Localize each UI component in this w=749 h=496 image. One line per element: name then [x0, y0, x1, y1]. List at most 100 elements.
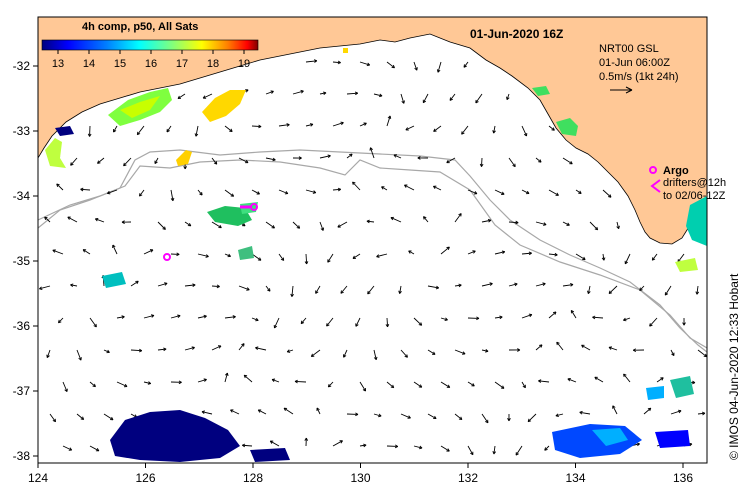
current-vector-head	[300, 320, 305, 325]
current-vector	[386, 115, 391, 127]
current-vector-head	[446, 246, 450, 251]
current-vector	[95, 218, 105, 223]
current-vector-head	[68, 447, 73, 451]
current-vector-head	[587, 290, 591, 294]
current-vector-head	[70, 162, 74, 166]
current-vector	[548, 311, 557, 319]
current-vector-head	[458, 416, 463, 421]
current-vector	[427, 285, 439, 289]
current-vector	[562, 284, 574, 287]
current-vector	[103, 413, 114, 421]
current-vector	[508, 157, 516, 167]
current-vector-head	[582, 256, 586, 261]
current-vector-head	[270, 90, 274, 94]
current-vector	[616, 221, 620, 229]
current-vector	[373, 413, 382, 417]
current-vector	[139, 189, 145, 197]
current-vector-head	[327, 383, 332, 388]
current-vector-head	[82, 249, 87, 253]
current-vector-head	[479, 163, 484, 167]
current-vector-head	[162, 226, 166, 230]
current-vector-head	[624, 260, 628, 265]
current-vector	[544, 445, 550, 451]
current-vector-head	[579, 410, 583, 415]
current-vector-head	[404, 184, 408, 188]
legend-ticks: 13 14 15 16 17 18 19	[52, 50, 250, 70]
sst-legend: 4h comp, p50, All Sats 13 14 15 16 17 18 19	[41, 21, 259, 70]
current-vector-head	[52, 418, 57, 423]
current-vector	[89, 317, 97, 328]
current-vector-head	[64, 388, 68, 392]
current-vector	[587, 285, 591, 294]
current-vector	[556, 341, 564, 351]
current-vector	[97, 157, 105, 164]
current-vector-head	[566, 222, 570, 226]
current-vector-head	[369, 147, 373, 151]
current-vector-head	[67, 216, 71, 220]
current-vector	[454, 213, 462, 223]
current-vector	[359, 381, 366, 392]
legend-tick-label: 19	[238, 58, 250, 70]
current-vector-head	[472, 250, 476, 254]
current-vector-head	[70, 283, 74, 288]
current-vector	[427, 413, 437, 420]
current-vector	[548, 125, 555, 131]
current-vector-head	[315, 290, 319, 294]
current-vector-head	[367, 290, 371, 295]
current-vector-head	[216, 284, 220, 289]
current-vector-head	[170, 197, 175, 202]
argo-label: Argo	[663, 165, 689, 177]
current-vector-head	[271, 378, 276, 382]
current-vector-head	[623, 373, 627, 378]
current-vector	[243, 374, 253, 383]
y-tick-label: -37	[13, 384, 31, 398]
current-vector-head	[671, 352, 675, 357]
current-vector-head	[616, 225, 620, 230]
current-vector-head	[407, 415, 411, 419]
current-vector	[197, 379, 207, 383]
current-vector-head	[298, 156, 302, 160]
current-vector	[670, 410, 682, 415]
current-vector	[251, 317, 259, 321]
current-vector	[202, 93, 213, 99]
current-vector-head	[135, 280, 139, 285]
current-vector	[562, 157, 573, 165]
current-vector-head	[340, 121, 344, 126]
current-vector	[184, 347, 195, 351]
current-vector	[157, 282, 168, 287]
current-vector-head	[44, 216, 48, 221]
current-vector	[405, 125, 415, 131]
current-vector	[440, 246, 450, 255]
current-vector-head	[139, 193, 143, 197]
current-vector	[508, 283, 518, 287]
current-vector-head	[245, 89, 249, 93]
current-vector	[211, 345, 222, 351]
current-vector-head	[123, 162, 127, 167]
current-vector-head	[106, 349, 110, 354]
current-vector-head	[95, 448, 100, 452]
current-vector-head	[458, 213, 462, 217]
current-vector-head	[176, 252, 180, 257]
map-title: 01-Jun-2020 16Z	[470, 27, 563, 41]
current-vector-head	[80, 187, 84, 192]
current-vector-head	[201, 410, 205, 414]
current-vector	[251, 189, 260, 195]
current-vector	[224, 316, 236, 319]
current-vector	[467, 445, 474, 455]
current-vector	[386, 381, 395, 389]
current-vector	[197, 315, 207, 319]
current-vector	[575, 253, 586, 261]
current-vector-head	[355, 412, 359, 417]
current-vector-head	[555, 192, 559, 196]
current-vector	[80, 188, 91, 191]
x-tick-label: 128	[243, 471, 263, 485]
current-vector-head	[404, 354, 408, 358]
current-vector	[521, 314, 532, 319]
current-vector	[463, 61, 469, 68]
current-vector-head	[401, 100, 405, 104]
scale-arrow-head	[625, 86, 633, 94]
current-vector	[527, 413, 537, 423]
current-vector-head	[230, 193, 235, 197]
current-vector	[224, 189, 234, 197]
